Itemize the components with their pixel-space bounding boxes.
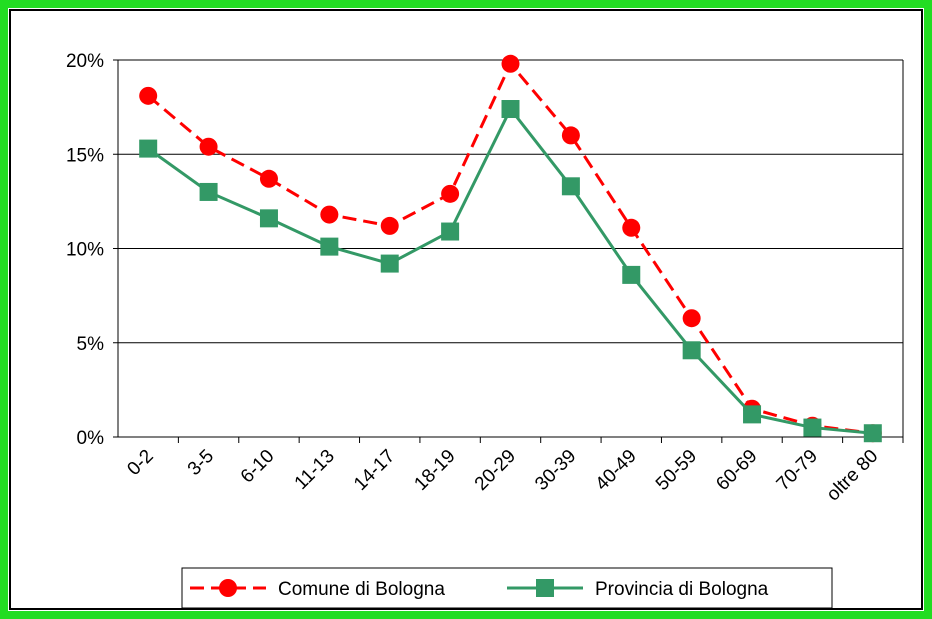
legend-marker: [536, 579, 554, 597]
y-tick-label: 5%: [77, 334, 105, 355]
marker: [441, 222, 460, 241]
legend-label: Provincia di Bologna: [595, 579, 769, 600]
legend-label: Comune di Bologna: [278, 579, 445, 600]
marker: [682, 341, 701, 360]
marker: [380, 254, 399, 273]
marker: [863, 424, 882, 443]
marker: [199, 137, 218, 156]
y-tick-label: 15%: [66, 145, 104, 166]
marker: [743, 405, 762, 424]
marker: [501, 54, 520, 73]
marker: [561, 177, 580, 196]
marker: [139, 139, 158, 158]
marker: [320, 205, 339, 224]
marker: [622, 265, 641, 284]
y-tick-label: 0%: [77, 428, 105, 449]
marker: [259, 169, 278, 188]
y-tick-label: 20%: [66, 51, 104, 72]
inner-frame: [9, 9, 923, 610]
marker: [199, 182, 218, 201]
marker: [561, 126, 580, 145]
y-tick-label: 10%: [66, 240, 104, 261]
marker: [320, 237, 339, 256]
marker: [682, 309, 701, 328]
marker: [380, 216, 399, 235]
marker: [622, 218, 641, 237]
marker: [441, 184, 460, 203]
marker: [501, 100, 520, 119]
marker: [803, 418, 822, 437]
marker: [139, 86, 158, 105]
legend-marker: [219, 579, 237, 597]
marker: [259, 209, 278, 228]
